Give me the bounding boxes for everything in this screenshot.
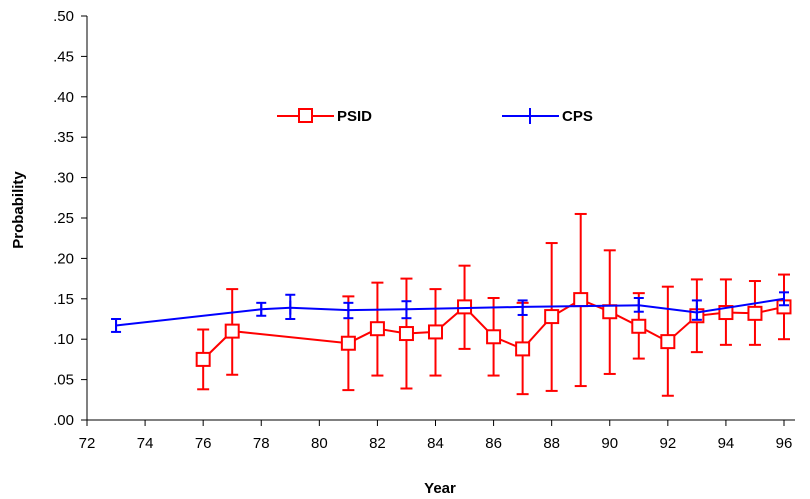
x-axis-title: Year (424, 480, 456, 497)
series-layer (111, 212, 792, 397)
y-tick-label: .05 (53, 372, 74, 389)
data-point-psid (369, 321, 385, 337)
legend-label-psid: PSID (337, 108, 372, 125)
y-tick-label: .30 (53, 170, 74, 187)
x-tick-label: 92 (659, 435, 676, 452)
y-tick-label: .00 (53, 412, 74, 429)
data-point-psid (747, 305, 763, 321)
series-line-cps (115, 297, 785, 327)
data-point-psid (573, 292, 589, 308)
data-point-psid (602, 304, 618, 320)
x-axis: 72 74 76 78 80 82 84 86 88 90 92 94 96 (79, 419, 795, 452)
y-tick-label: .50 (53, 8, 74, 25)
legend-label-cps: CPS (562, 108, 593, 125)
data-point-psid (340, 335, 356, 351)
data-point-psid (195, 351, 211, 367)
x-tick-label: 82 (369, 435, 386, 452)
x-tick-label: 88 (543, 435, 560, 452)
x-tick-label: 90 (601, 435, 618, 452)
x-tick-label: 74 (137, 435, 154, 452)
y-tick-label: .15 (53, 291, 74, 308)
x-tick-label: 84 (427, 435, 444, 452)
legend-marker-psid (298, 108, 313, 123)
data-point-psid (544, 309, 560, 325)
plot-area: .00 .05 .10 .15 .20 .25 .30 .35 .40 .45 .50 72 74 76… (53, 8, 795, 452)
data-point-psid (660, 334, 676, 350)
y-tick-label: .45 (53, 48, 74, 65)
x-tick-label: 72 (79, 435, 96, 452)
x-tick-label: 80 (311, 435, 328, 452)
y-tick-label: .35 (53, 129, 74, 146)
y-axis-title: Probability (10, 171, 27, 249)
data-point-psid (515, 341, 531, 357)
x-tick-label: 96 (776, 435, 793, 452)
x-tick-label: 94 (718, 435, 735, 452)
x-tick-label: 76 (195, 435, 212, 452)
legend: PSID CPS (277, 108, 593, 125)
data-point-psid (398, 326, 414, 342)
data-point-psid (631, 318, 647, 334)
legend-item-cps: CPS (502, 108, 593, 125)
y-tick-label: .20 (53, 250, 74, 267)
data-point-psid (457, 299, 473, 315)
y-tick-label: .25 (53, 210, 74, 227)
series-cps (111, 291, 789, 333)
y-axis: .00 .05 .10 .15 .20 .25 .30 .35 .40 .45 .50 (53, 8, 88, 429)
legend-item-psid: PSID (277, 108, 372, 125)
y-tick-label: .10 (53, 331, 74, 348)
x-tick-label: 86 (485, 435, 502, 452)
x-tick-label: 78 (253, 435, 270, 452)
series-psid (195, 212, 792, 397)
data-point-psid (224, 323, 240, 339)
data-point-psid (428, 324, 443, 340)
data-point-psid (486, 329, 502, 345)
y-tick-label: .40 (53, 89, 74, 106)
